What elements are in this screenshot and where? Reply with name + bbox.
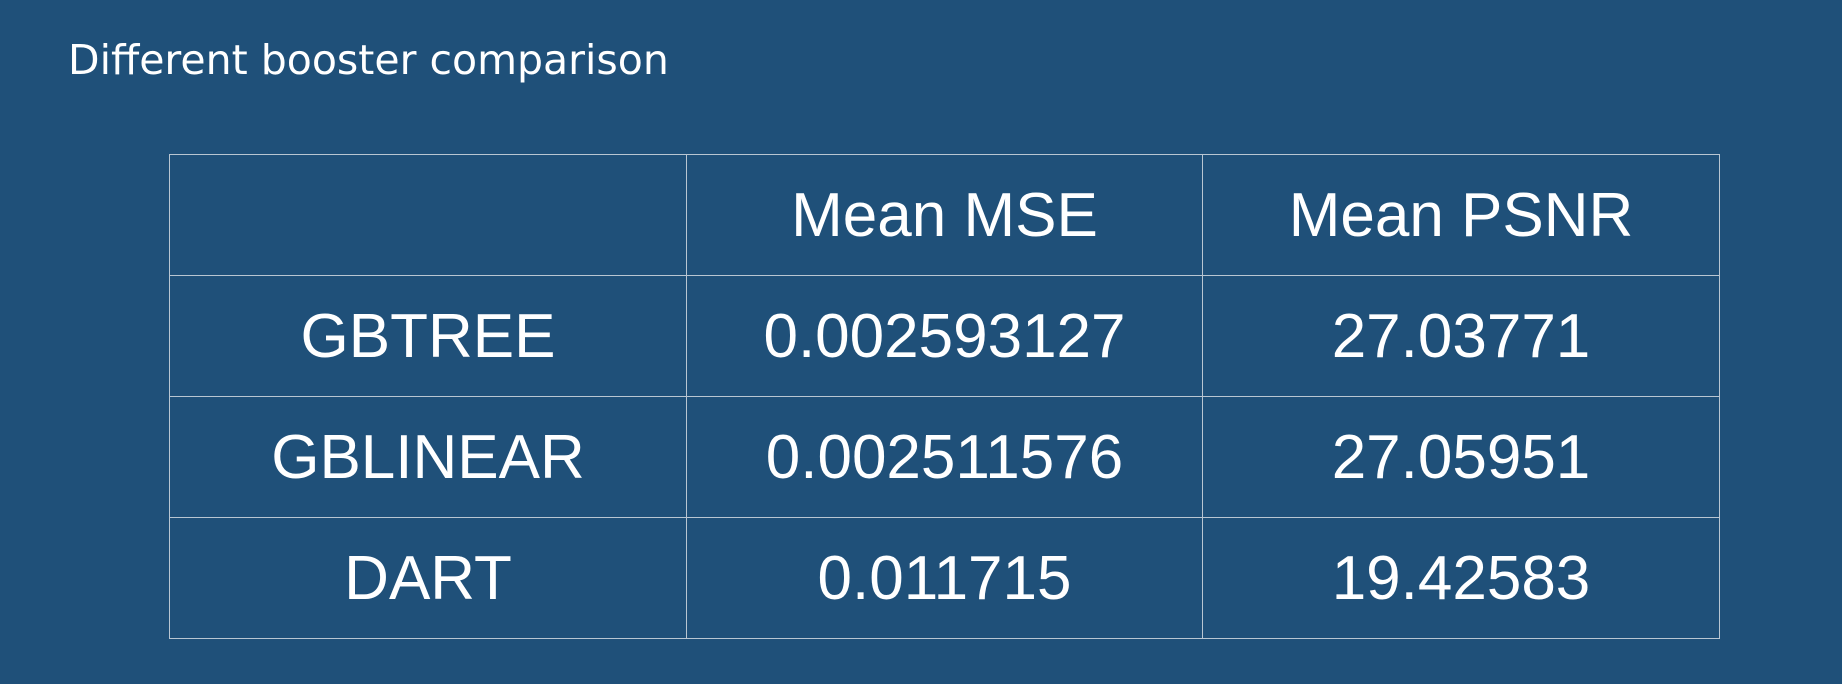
table-row: DART 0.011715 19.42583 [169,517,1720,639]
slide-title: Different booster comparison [68,36,669,84]
mse-cell: 0.002511576 [686,396,1203,518]
table-row: GBTREE 0.002593127 27.03771 [169,275,1720,397]
mse-cell: 0.002593127 [686,275,1203,397]
mse-cell: 0.011715 [686,517,1203,639]
psnr-cell: 27.05951 [1202,396,1720,518]
comparison-table: Mean MSE Mean PSNR GBTREE 0.002593127 27… [169,154,1720,639]
table-row: GBLINEAR 0.002511576 27.05951 [169,396,1720,518]
row-label-cell: GBLINEAR [169,396,687,518]
row-label-cell: GBTREE [169,275,687,397]
header-corner-cell [169,154,687,276]
psnr-cell: 27.03771 [1202,275,1720,397]
psnr-cell: 19.42583 [1202,517,1720,639]
header-mean-psnr: Mean PSNR [1202,154,1720,276]
row-label-cell: DART [169,517,687,639]
header-mean-mse: Mean MSE [686,154,1203,276]
table-header-row: Mean MSE Mean PSNR [169,154,1720,276]
